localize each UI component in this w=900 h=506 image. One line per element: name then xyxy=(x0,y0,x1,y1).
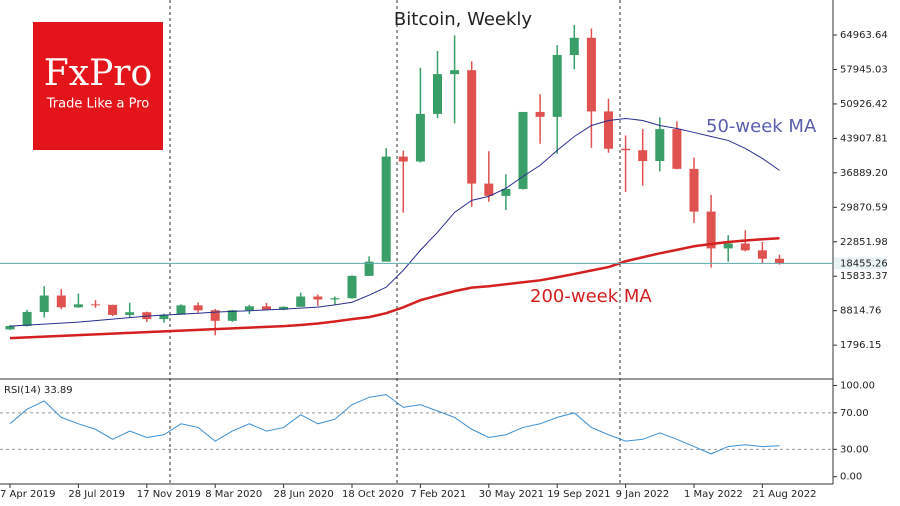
y-tick-label: 8814.76 xyxy=(840,306,881,317)
y-tick-label: 15833.37 xyxy=(840,271,888,282)
x-tick-label: 30 May 2021 xyxy=(479,489,544,500)
rsi-title: RSI(14) 33.89 xyxy=(4,385,73,396)
last-price-tag: 18455.26 xyxy=(840,258,888,269)
x-tick-label: 8 Mar 2020 xyxy=(205,489,262,500)
candle-body xyxy=(552,54,562,117)
candle-body xyxy=(125,312,135,315)
x-tick-label: 17 Nov 2019 xyxy=(137,489,201,500)
candle-body xyxy=(467,70,477,184)
ma-line xyxy=(9,237,780,340)
y-tick-label: 57945.03 xyxy=(840,64,888,75)
candle-body xyxy=(415,113,425,162)
x-tick-label: 21 Aug 2022 xyxy=(752,489,816,500)
candle-body xyxy=(108,304,118,315)
y-tick-label: 1796.15 xyxy=(840,340,881,351)
candle-body xyxy=(244,306,254,311)
candle-body xyxy=(296,296,306,307)
candle-body xyxy=(330,298,340,300)
candle-body xyxy=(689,168,699,212)
candle-body xyxy=(740,243,750,251)
x-tick-label: 28 Jul 2019 xyxy=(68,489,125,500)
candle-body xyxy=(638,150,648,162)
y-tick-label: 100.00 xyxy=(840,380,875,391)
candle-body xyxy=(604,111,613,149)
candle-body xyxy=(73,304,83,308)
candle-body xyxy=(176,305,186,315)
candle-body xyxy=(586,37,596,112)
candle-body xyxy=(22,311,32,326)
candle-body xyxy=(193,305,203,311)
candle-body xyxy=(210,310,220,321)
x-tick-label: 9 Jan 2022 xyxy=(616,489,670,500)
candle-body xyxy=(535,111,545,117)
candle-body xyxy=(621,148,631,151)
ma-line xyxy=(9,117,780,327)
candle-body xyxy=(381,156,391,262)
x-tick-label: 7 Apr 2019 xyxy=(0,489,55,500)
series-label: 200-week MA xyxy=(530,286,652,307)
candle-body xyxy=(501,189,511,196)
logo-name: FxPro xyxy=(44,53,152,94)
candle-body xyxy=(398,156,408,162)
candle-body xyxy=(5,325,15,330)
last-price-tag-bg xyxy=(834,257,886,270)
candle-body xyxy=(91,304,100,306)
candle-body xyxy=(347,275,357,299)
candle-body xyxy=(723,243,733,249)
y-tick-label: 22851.98 xyxy=(840,237,888,248)
candle-body xyxy=(569,37,579,55)
x-tick-label: 1 May 2022 xyxy=(684,489,743,500)
candle-body xyxy=(518,111,528,189)
y-tick-label: 30.00 xyxy=(840,444,869,455)
logo-box xyxy=(33,22,163,150)
candle-body xyxy=(450,70,460,75)
candle-body xyxy=(262,306,271,310)
logo-tagline: Trade Like a Pro xyxy=(46,97,150,112)
candle-body xyxy=(757,250,767,259)
y-tick-label: 29870.59 xyxy=(840,202,888,213)
candle-body xyxy=(279,306,289,310)
y-tick-label: 70.00 xyxy=(840,408,869,419)
candle-body xyxy=(655,129,665,162)
candle-body xyxy=(672,129,682,169)
chart-title: Bitcoin, Weekly xyxy=(394,9,532,30)
y-tick-label: 50926.42 xyxy=(840,99,888,110)
candle-body xyxy=(56,295,66,308)
series-label: 50-week MA xyxy=(706,116,817,137)
y-tick-label: 64963.64 xyxy=(840,30,888,41)
y-tick-label: 36889.20 xyxy=(840,168,888,179)
candle-body xyxy=(433,74,442,114)
candle-body xyxy=(364,261,374,276)
y-tick-label: 43907.81 xyxy=(840,133,888,144)
x-tick-label: 19 Sep 2021 xyxy=(547,489,610,500)
candle-body xyxy=(313,296,323,300)
x-tick-label: 18 Oct 2020 xyxy=(342,489,404,500)
candle-body xyxy=(775,258,784,264)
candle-body xyxy=(159,314,169,320)
rsi-line xyxy=(9,394,780,455)
candle-body xyxy=(39,295,49,312)
x-tick-label: 7 Feb 2021 xyxy=(410,489,466,500)
candle-body xyxy=(484,183,494,196)
candle-body xyxy=(706,211,716,249)
x-tick-label: 28 Jun 2020 xyxy=(274,489,334,500)
candle-body xyxy=(227,310,237,321)
y-tick-label: 0.00 xyxy=(840,472,862,483)
